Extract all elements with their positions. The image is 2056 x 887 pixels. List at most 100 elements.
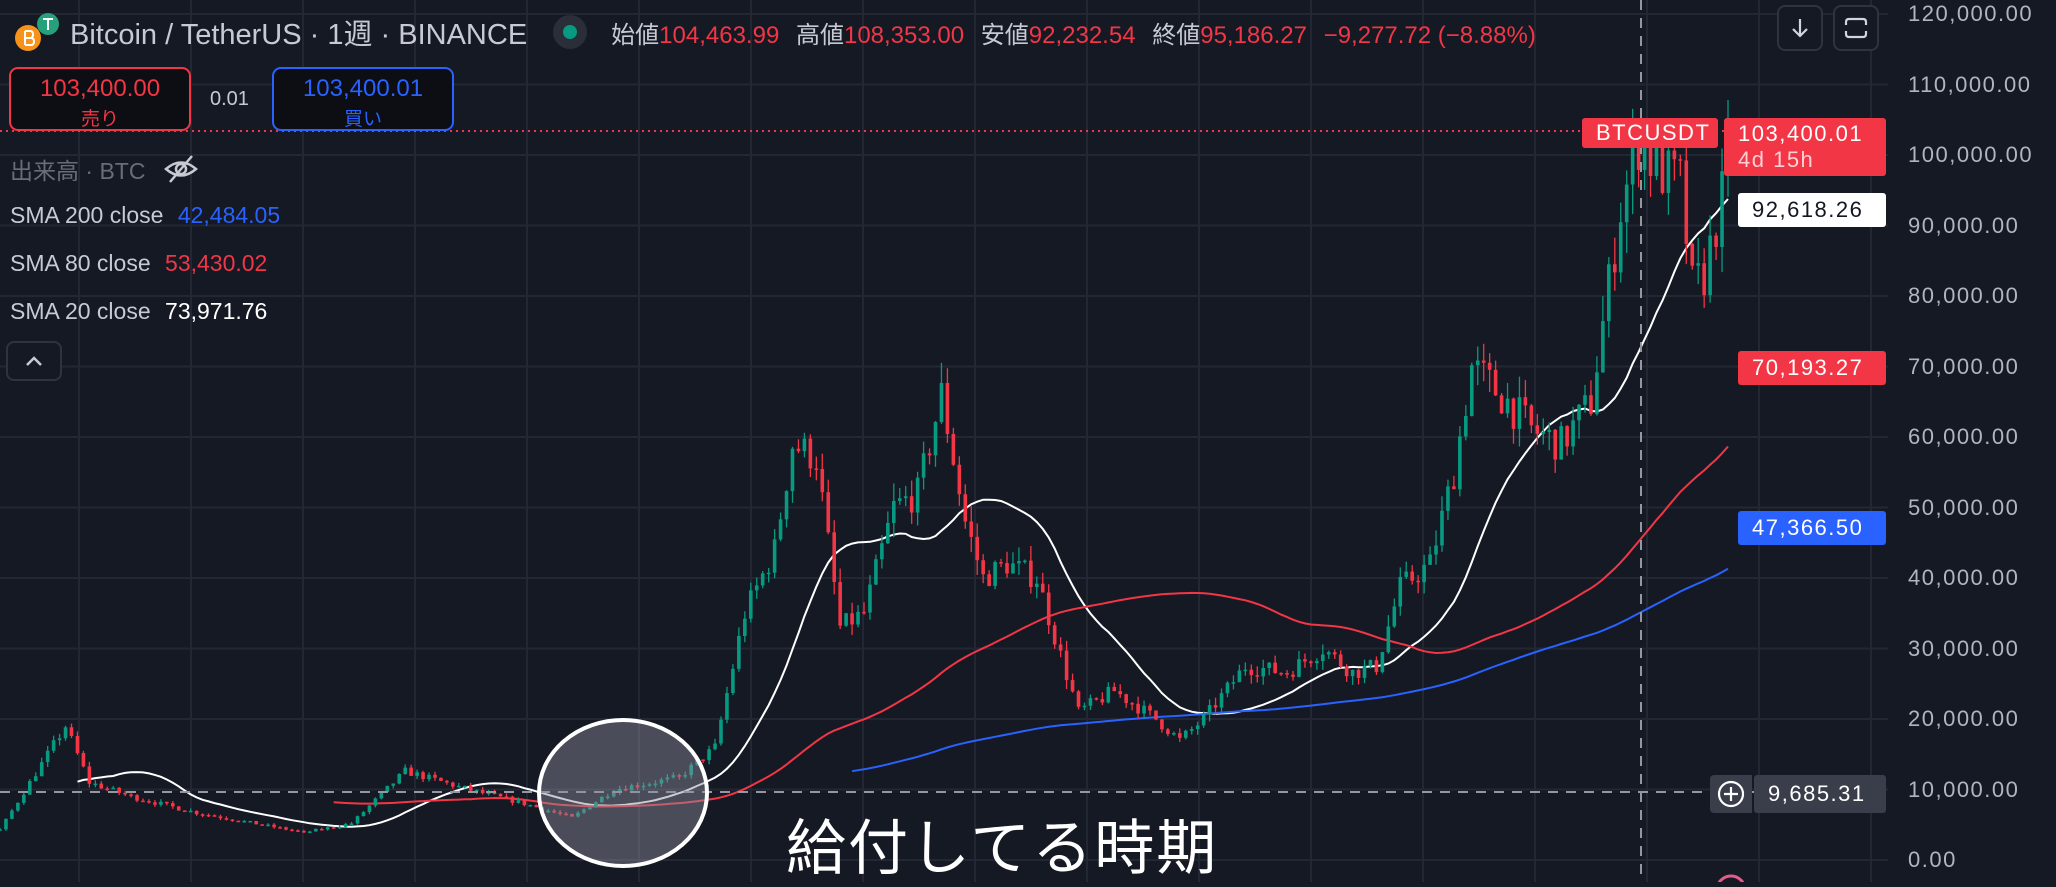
- candle-body: [445, 780, 449, 783]
- candle-body: [594, 802, 598, 808]
- candle-body: [415, 772, 419, 776]
- candle-body: [1380, 652, 1385, 672]
- sma80-legend[interactable]: SMA 80 close 53,430.02: [10, 250, 267, 277]
- symbol-title[interactable]: Bitcoin / TetherUS · 1週 · BINANCE: [70, 19, 528, 51]
- candle-body: [772, 539, 777, 573]
- candle-body: [683, 775, 688, 777]
- sma200-tag: 47,366.50: [1738, 511, 1886, 545]
- annotation-ellipse[interactable]: [537, 718, 709, 868]
- candle-body: [600, 796, 604, 803]
- candle-body: [254, 820, 259, 825]
- candle-body: [403, 767, 407, 774]
- sma200-legend[interactable]: SMA 200 close 42,484.05: [10, 202, 280, 229]
- candle-body: [1684, 160, 1689, 244]
- candle-body: [1231, 682, 1236, 684]
- candle-body: [194, 810, 199, 815]
- candle-body: [582, 809, 586, 813]
- candle-body: [325, 827, 330, 830]
- candle-body: [802, 438, 807, 452]
- candle-body: [987, 574, 991, 586]
- candle-body: [188, 810, 193, 813]
- candle-body: [4, 818, 8, 830]
- sell-label: 売り: [80, 109, 119, 130]
- candle-body: [1720, 171, 1724, 247]
- sma-lines: [77, 198, 1729, 828]
- sma20-legend[interactable]: SMA 20 close 73,971.76: [10, 298, 267, 325]
- candle-body: [1607, 264, 1611, 322]
- sma80-label: SMA 80 close: [10, 250, 151, 276]
- high-label: 高値: [795, 21, 844, 49]
- candle-body: [963, 494, 968, 522]
- candle-body: [117, 787, 121, 793]
- arrow-down-icon: [1792, 19, 1808, 38]
- candle-body: [409, 767, 413, 776]
- eye-off-icon[interactable]: [163, 154, 199, 184]
- candle-body: [129, 794, 133, 796]
- candle-body: [522, 800, 527, 806]
- sma200-line: [851, 567, 1729, 773]
- symbol-tag: BTCUSDT: [1582, 118, 1718, 148]
- candle-body: [433, 774, 437, 778]
- buy-button[interactable]: 103,400.01 買い: [272, 67, 454, 131]
- alert-marker-icon[interactable]: [1717, 874, 1745, 882]
- candle-body: [1154, 710, 1158, 720]
- download-button[interactable]: [1777, 5, 1823, 51]
- axis-tick-label: 80,000.00: [1908, 283, 2020, 308]
- candle-body: [576, 812, 580, 817]
- candle-body: [504, 796, 509, 798]
- candle-body: [1303, 659, 1307, 662]
- candle-body: [147, 801, 151, 803]
- candle-body: [385, 785, 390, 793]
- candle-body: [176, 806, 181, 811]
- sma20-label: SMA 20 close: [10, 298, 151, 324]
- candle-body: [1106, 686, 1111, 703]
- candle-body: [1612, 264, 1617, 273]
- candle-body: [1475, 360, 1480, 366]
- axis-tick-label: 0.00: [1908, 847, 1957, 872]
- low-value: 92,232.54: [1028, 21, 1136, 49]
- candle-body: [242, 821, 247, 823]
- sell-button[interactable]: 103,400.00 売り: [9, 67, 191, 131]
- candle-body: [1481, 360, 1486, 363]
- candle-body: [1005, 563, 1009, 574]
- axis-tick-label: 20,000.00: [1908, 706, 2020, 731]
- candle-body: [719, 719, 723, 744]
- candle-body: [671, 775, 676, 778]
- candle-body: [397, 773, 402, 784]
- candle-body: [427, 774, 431, 780]
- price-axis[interactable]: 120,000.00 110,000.00 100,000.00 90,000.00 8…: [1888, 0, 2056, 882]
- candle-body: [1243, 669, 1248, 672]
- candle-body: [975, 536, 980, 561]
- candle-body: [897, 498, 902, 501]
- candle-body: [820, 469, 825, 493]
- candle-body: [1714, 235, 1718, 247]
- candle-body: [1386, 626, 1391, 653]
- candle-body: [123, 792, 127, 795]
- fullscreen-button[interactable]: [1833, 5, 1879, 51]
- candle-body: [33, 776, 38, 782]
- candle-body: [337, 826, 342, 829]
- candle-body: [1678, 159, 1683, 161]
- candle-body: [1255, 675, 1260, 677]
- last-price: 103,400.01: [1738, 121, 1864, 146]
- axis-tick-label: 60,000.00: [1908, 424, 2020, 449]
- sma80-line: [333, 445, 1729, 808]
- crosshair-price-tag: 9,685.31: [1754, 775, 1886, 813]
- candle-body: [1309, 661, 1313, 664]
- candle-body: [588, 807, 592, 810]
- volume-indicator[interactable]: 出来高 · BTC: [10, 152, 199, 186]
- candle-body: [1350, 669, 1355, 677]
- candle-body: [826, 492, 831, 533]
- change-value: −9,277.72 (−8.88%): [1323, 21, 1536, 49]
- sma20-value: 73,971.76: [165, 298, 268, 324]
- candle-body: [993, 562, 997, 586]
- candle-body: [933, 422, 938, 456]
- candle-body: [1064, 650, 1069, 681]
- add-alert-button[interactable]: [1710, 775, 1752, 813]
- candle-body: [981, 560, 985, 575]
- candle-body: [159, 801, 163, 805]
- candle-body: [1297, 659, 1301, 677]
- collapse-legend-button[interactable]: [6, 341, 62, 381]
- candle-body: [1261, 668, 1266, 677]
- candle-body: [1577, 404, 1581, 421]
